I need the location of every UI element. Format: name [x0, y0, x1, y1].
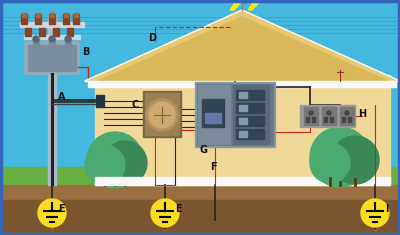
Circle shape [33, 36, 39, 42]
Circle shape [146, 99, 178, 131]
Bar [53, 28, 59, 36]
Bar [145, 93, 179, 135]
Text: C: C [132, 100, 139, 110]
Circle shape [361, 199, 389, 227]
Circle shape [49, 36, 55, 42]
Bar [64, 13, 68, 17]
Bar [0, 167, 400, 185]
Circle shape [152, 200, 178, 226]
Circle shape [309, 111, 313, 115]
Bar [300, 105, 355, 127]
Circle shape [310, 127, 370, 187]
Text: E: E [175, 204, 182, 214]
Circle shape [85, 145, 125, 185]
Text: E: E [58, 204, 65, 214]
Bar [22, 13, 26, 17]
Circle shape [103, 141, 147, 185]
Bar [202, 99, 224, 127]
Bar [143, 91, 181, 137]
Bar [236, 103, 264, 113]
Bar [306, 117, 309, 122]
Bar [95, 177, 390, 185]
Bar [322, 107, 336, 125]
Bar [25, 28, 31, 36]
Circle shape [149, 102, 175, 128]
Text: B: B [82, 47, 89, 57]
Bar [74, 13, 78, 17]
Bar [340, 107, 354, 125]
Bar [20, 22, 84, 27]
Bar [35, 14, 41, 24]
Bar [36, 13, 40, 17]
Bar [50, 13, 54, 17]
Circle shape [65, 36, 71, 42]
Text: H: H [358, 109, 366, 119]
Bar [312, 117, 315, 122]
Polygon shape [230, 0, 245, 10]
Circle shape [345, 111, 349, 115]
Text: D: D [148, 33, 156, 43]
Bar [28, 45, 76, 71]
Bar [0, 185, 400, 235]
Bar [0, 200, 400, 235]
Bar [348, 117, 351, 122]
Bar [88, 81, 396, 87]
Polygon shape [85, 10, 400, 81]
Text: A: A [58, 92, 66, 102]
Bar [73, 14, 79, 24]
Text: I: I [385, 204, 388, 214]
Bar [233, 85, 269, 144]
Circle shape [87, 132, 143, 188]
Text: F: F [210, 162, 217, 172]
Bar [63, 14, 69, 24]
Circle shape [39, 200, 65, 226]
Bar [65, 39, 71, 47]
Bar [239, 105, 247, 111]
Circle shape [331, 136, 379, 184]
Bar [24, 35, 80, 39]
Bar [236, 90, 264, 100]
Bar [304, 107, 318, 125]
Bar [197, 84, 273, 145]
Bar [95, 75, 390, 185]
Bar [236, 116, 264, 126]
Bar [39, 28, 45, 36]
Circle shape [151, 199, 179, 227]
Bar [239, 118, 247, 124]
Bar [48, 15, 56, 185]
Bar [49, 39, 55, 47]
Bar [330, 117, 333, 122]
Circle shape [38, 199, 66, 227]
Bar [324, 117, 327, 122]
Circle shape [310, 143, 350, 183]
Bar [21, 14, 27, 24]
Bar [49, 14, 55, 24]
FancyBboxPatch shape [25, 42, 79, 74]
Bar [195, 82, 275, 147]
Circle shape [327, 111, 331, 115]
Bar [236, 129, 264, 139]
Bar [239, 92, 247, 98]
Polygon shape [248, 0, 263, 10]
Bar [67, 28, 73, 36]
Bar [239, 131, 247, 137]
Bar [342, 117, 345, 122]
Bar [33, 39, 39, 47]
Bar [205, 113, 221, 123]
Polygon shape [98, 17, 388, 81]
Text: G: G [200, 145, 208, 155]
Bar [96, 95, 104, 107]
Circle shape [362, 200, 388, 226]
Bar [198, 85, 230, 144]
